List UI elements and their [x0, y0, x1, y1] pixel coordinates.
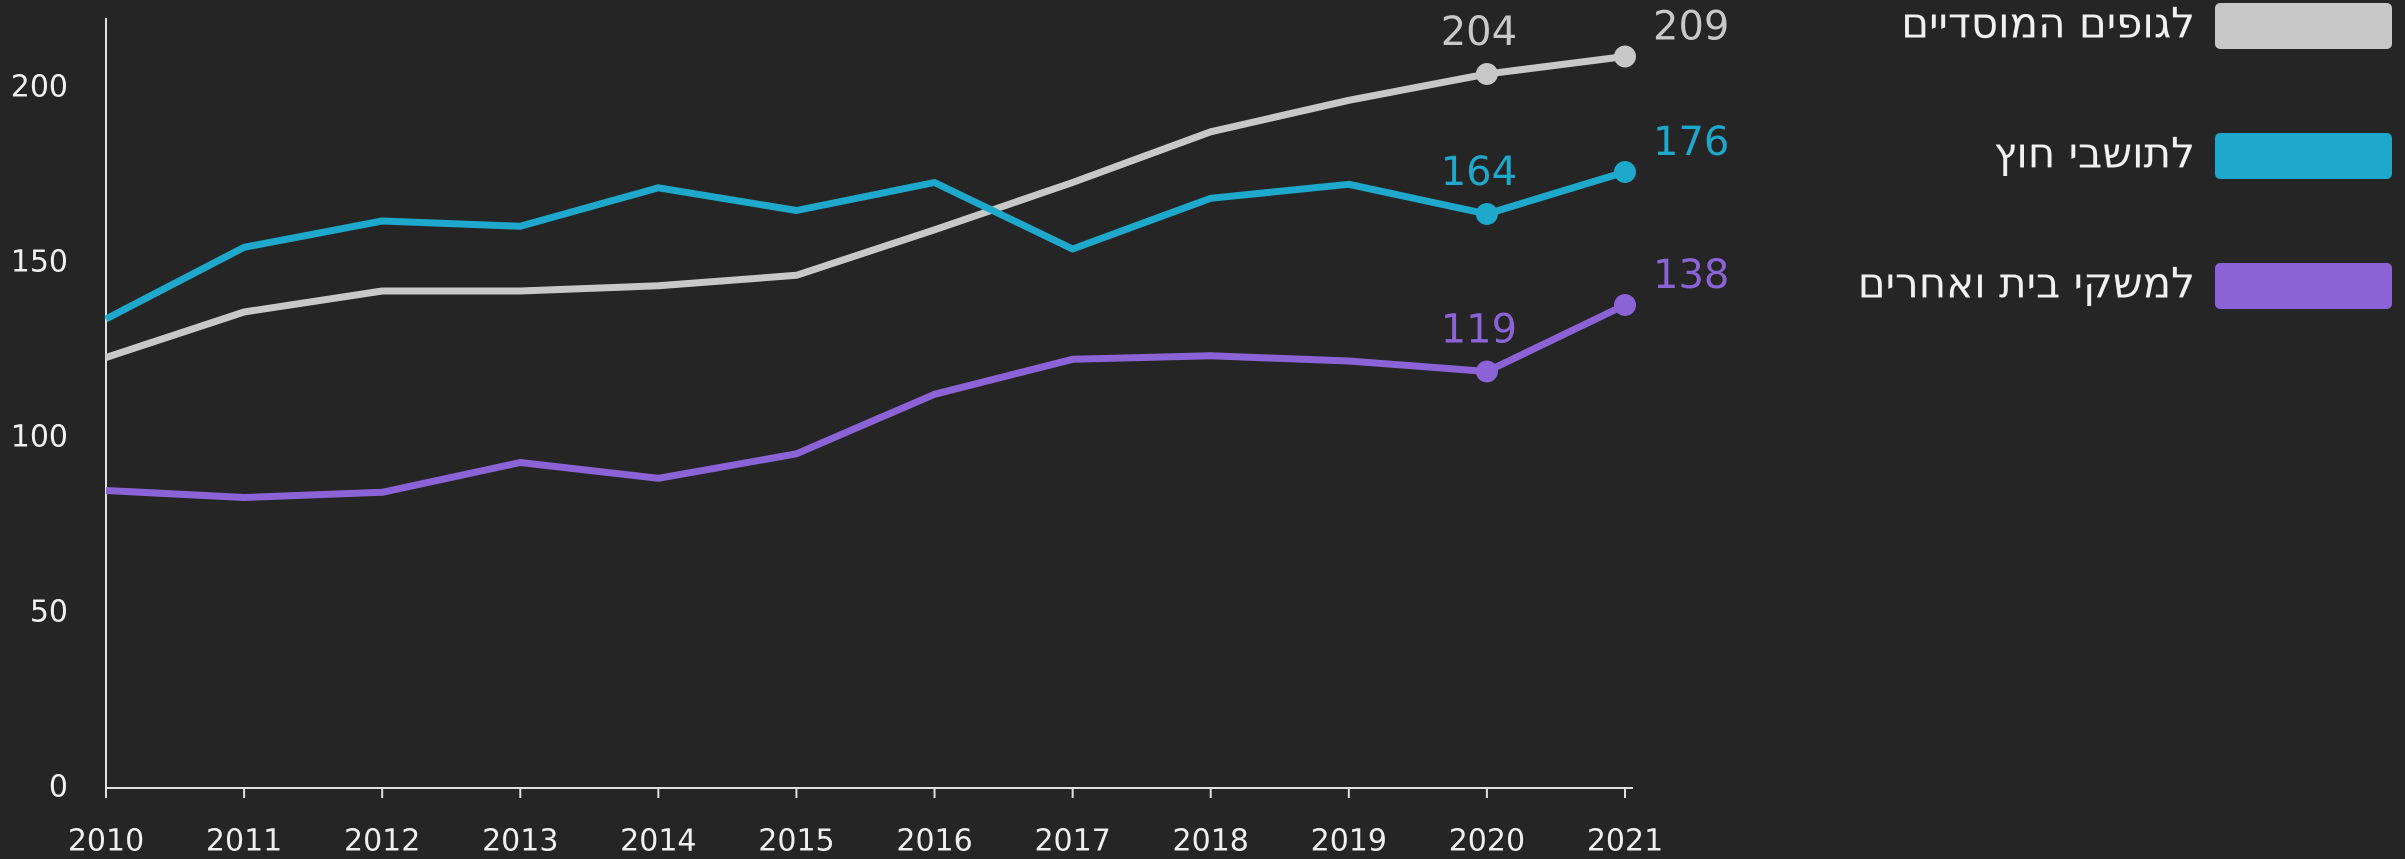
legend-label: למשקי בית ואחרים: [1858, 259, 2195, 308]
x-tick-label: 2021: [1587, 824, 1663, 859]
point: [1475, 63, 1498, 85]
value-label: 138: [1653, 252, 1729, 298]
x-tick-label: 2011: [206, 824, 282, 859]
x-tick-label: 2019: [1311, 824, 1387, 859]
series-line: [104, 53, 1626, 361]
value-label: 164: [1441, 149, 1517, 195]
value-label: 119: [1441, 307, 1517, 353]
y-tick-label: 150: [11, 245, 68, 280]
legend-label: לגופים המוסדיים: [1901, 0, 2195, 48]
legend-swatch: [2215, 263, 2392, 309]
point: [1614, 294, 1636, 316]
x-tick-label: 2010: [68, 824, 144, 859]
value-label: 204: [1441, 9, 1517, 55]
series-line: [105, 301, 1627, 501]
x-tick-label: 2016: [896, 824, 972, 859]
value-label: 176: [1653, 119, 1729, 165]
x-tick-label: 2013: [482, 824, 558, 859]
legend-swatch: [2215, 133, 2392, 179]
y-tick-label: 50: [30, 595, 68, 630]
x-tick-label: 2017: [1034, 824, 1110, 859]
y-tick-label: 200: [11, 70, 68, 105]
point: [1475, 360, 1498, 383]
x-tick-label: 2020: [1449, 824, 1525, 859]
point: [1614, 45, 1636, 68]
legend-label: לתושבי חוץ: [1994, 129, 2195, 178]
x-tick-label: 2012: [344, 824, 420, 859]
point: [1614, 161, 1636, 183]
x-tick-label: 2018: [1173, 824, 1249, 859]
y-tick-label: 0: [49, 770, 68, 805]
x-tick-label: 2014: [620, 824, 696, 859]
value-label: 209: [1653, 4, 1729, 50]
y-tick-label: 100: [11, 420, 68, 455]
point: [1475, 203, 1498, 225]
legend-swatch: [2215, 3, 2392, 49]
x-tick-label: 2015: [758, 824, 834, 859]
series-line: [104, 168, 1627, 323]
